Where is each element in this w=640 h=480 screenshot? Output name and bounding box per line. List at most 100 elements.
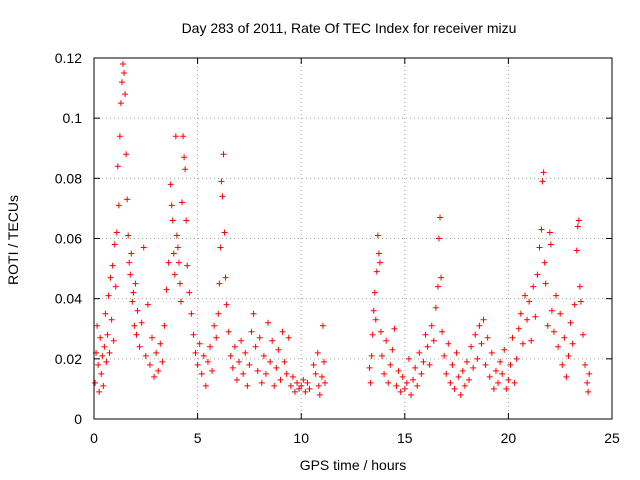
data-point-0-113 — [258, 379, 265, 386]
data-point-0-166 — [395, 367, 402, 374]
data-point-0-161 — [385, 379, 392, 386]
data-point-0-13 — [105, 292, 112, 299]
data-point-0-111 — [254, 367, 261, 374]
data-point-0-77 — [192, 349, 199, 356]
data-point-0-184 — [432, 304, 439, 311]
data-point-0-70 — [181, 154, 188, 161]
data-point-0-219 — [501, 346, 508, 353]
data-point-0-134 — [302, 388, 309, 395]
data-point-0-241 — [542, 280, 549, 287]
data-point-0-4 — [96, 388, 103, 395]
data-point-0-265 — [585, 388, 592, 395]
data-point-0-205 — [472, 331, 479, 338]
data-point-0-33 — [126, 259, 133, 266]
data-point-0-253 — [565, 352, 572, 359]
data-point-0-164 — [391, 325, 398, 332]
data-point-0-209 — [480, 316, 487, 323]
y-tick-label-4: 0.08 — [55, 170, 82, 186]
data-point-0-32 — [125, 232, 132, 239]
x-tick-label-4: 20 — [501, 430, 517, 446]
data-point-0-131 — [296, 385, 303, 392]
data-point-0-49 — [151, 373, 158, 380]
data-point-0-226 — [515, 325, 522, 332]
data-point-0-136 — [306, 385, 313, 392]
data-point-0-186 — [435, 235, 442, 242]
data-point-0-74 — [186, 289, 193, 296]
axis-ticks — [93, 57, 613, 420]
data-point-0-174 — [412, 364, 419, 371]
data-point-0-34 — [127, 271, 134, 278]
data-point-0-255 — [569, 340, 576, 347]
data-point-0-47 — [146, 361, 153, 368]
data-point-0-50 — [153, 349, 160, 356]
data-point-0-260 — [576, 283, 583, 290]
data-point-0-23 — [115, 202, 122, 209]
data-point-0-178 — [420, 358, 427, 365]
data-point-0-179 — [422, 331, 429, 338]
data-point-0-133 — [300, 376, 307, 383]
data-point-0-240 — [541, 259, 548, 266]
data-point-0-68 — [179, 199, 186, 206]
data-point-0-208 — [478, 340, 485, 347]
data-point-0-191 — [443, 370, 450, 377]
data-point-0-222 — [507, 361, 514, 368]
data-point-0-120 — [273, 364, 280, 371]
data-point-0-218 — [499, 370, 506, 377]
data-point-0-105 — [242, 349, 249, 356]
data-point-0-29 — [122, 91, 129, 98]
data-point-0-16 — [108, 316, 115, 323]
data-point-0-132 — [298, 382, 305, 389]
data-point-0-67 — [178, 298, 185, 305]
data-point-0-137 — [310, 361, 317, 368]
data-point-0-169 — [401, 385, 408, 392]
data-point-0-7 — [99, 352, 106, 359]
data-point-0-254 — [567, 319, 574, 326]
data-point-0-176 — [416, 349, 423, 356]
data-point-0-126 — [285, 334, 292, 341]
data-point-0-11 — [103, 358, 110, 365]
data-point-0-180 — [424, 343, 431, 350]
data-point-0-182 — [428, 322, 435, 329]
data-point-0-189 — [439, 328, 446, 335]
data-point-0-84 — [207, 343, 214, 350]
data-point-0-230 — [524, 316, 531, 323]
data-point-0-214 — [490, 385, 497, 392]
data-point-0-102 — [236, 358, 243, 365]
data-point-0-206 — [474, 355, 481, 362]
data-point-0-82 — [202, 382, 209, 389]
x-tick-label-2: 10 — [293, 430, 309, 446]
data-point-0-78 — [194, 361, 201, 368]
data-point-0-64 — [174, 244, 181, 251]
data-point-0-94 — [221, 229, 228, 236]
data-point-0-59 — [169, 217, 176, 224]
data-point-0-156 — [376, 259, 383, 266]
data-point-0-144 — [320, 358, 327, 365]
data-point-0-129 — [291, 388, 298, 395]
data-point-0-52 — [157, 340, 164, 347]
y-tick-label-6: 0.12 — [55, 50, 82, 66]
data-point-0-202 — [466, 376, 473, 383]
data-point-0-188 — [438, 274, 445, 281]
data-point-0-3 — [95, 361, 102, 368]
data-point-0-119 — [271, 382, 278, 389]
data-point-0-118 — [269, 337, 276, 344]
data-point-0-91 — [218, 178, 225, 185]
data-point-0-125 — [283, 370, 290, 377]
data-point-0-17 — [109, 262, 116, 269]
data-point-0-146 — [366, 364, 373, 371]
data-point-0-21 — [113, 229, 120, 236]
data-point-0-28 — [121, 70, 128, 77]
data-point-0-22 — [114, 163, 121, 170]
data-point-0-115 — [262, 370, 269, 377]
data-point-0-38 — [131, 322, 138, 329]
data-point-0-25 — [117, 100, 124, 107]
data-point-0-127 — [287, 382, 294, 389]
data-point-0-18 — [110, 337, 117, 344]
data-point-0-143 — [319, 322, 326, 329]
data-point-0-140 — [315, 382, 322, 389]
data-point-0-88 — [215, 310, 222, 317]
data-point-0-61 — [171, 271, 178, 278]
data-point-0-177 — [418, 370, 425, 377]
data-point-0-36 — [129, 298, 136, 305]
data-point-0-258 — [574, 223, 581, 230]
